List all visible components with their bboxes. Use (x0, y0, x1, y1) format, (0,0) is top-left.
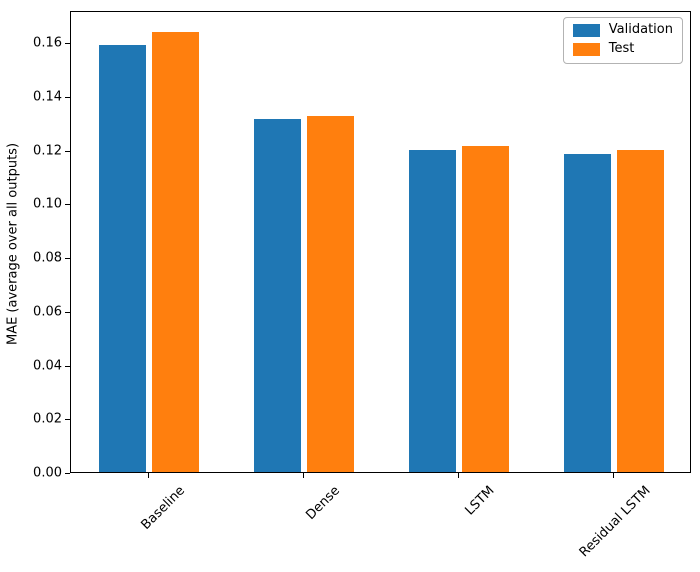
y-tick-label: 0.02 (33, 411, 62, 427)
y-tick-label: 0.12 (33, 143, 62, 159)
validation-series-swatch (572, 23, 600, 37)
x-tick-mark (613, 473, 615, 478)
bar-validation-dense (253, 118, 301, 472)
bar-test-residual-lstm (617, 149, 665, 472)
legend: Validation Test (562, 17, 683, 64)
legend-label-test: Test (608, 41, 635, 57)
y-tick-label: 0.16 (33, 35, 62, 51)
y-tick-label: 0.08 (33, 250, 62, 266)
x-tick-label-dense: Dense (303, 483, 343, 523)
y-tick-mark (65, 311, 70, 313)
x-tick-mark (147, 473, 149, 478)
legend-label-validation: Validation (608, 22, 673, 37)
y-tick-label: 0.00 (33, 465, 62, 481)
bar-test-dense (306, 116, 354, 472)
y-tick-label: 0.10 (33, 196, 62, 212)
x-tick-label-residual-lstm: Residual LSTM (576, 483, 654, 561)
bar-validation-residual-lstm (564, 153, 612, 472)
bar-validation-lstm (409, 149, 457, 472)
bar-test-lstm (462, 145, 510, 472)
y-tick-mark (65, 96, 70, 98)
y-tick-label: 0.14 (33, 89, 62, 105)
test-series-swatch (572, 42, 600, 56)
y-tick-mark (65, 150, 70, 152)
bar-test-baseline (151, 31, 199, 472)
legend-item-validation: Validation (572, 22, 673, 37)
y-tick-label: 0.04 (33, 358, 62, 374)
y-tick-mark (65, 419, 70, 421)
y-tick-mark (65, 473, 70, 474)
x-tick-label-lstm: LSTM (462, 483, 499, 519)
legend-item-test: Test (572, 41, 673, 57)
bar-validation-baseline (98, 44, 146, 472)
y-tick-mark (65, 258, 70, 260)
y-tick-label: 0.06 (33, 304, 62, 320)
x-tick-mark (458, 473, 460, 478)
y-tick-mark (65, 365, 70, 367)
plot-area: Validation Test (70, 11, 691, 473)
x-tick-mark (302, 473, 304, 478)
x-tick-label-baseline: Baseline (137, 483, 188, 533)
y-tick-mark (65, 43, 70, 45)
y-tick-mark (65, 204, 70, 206)
